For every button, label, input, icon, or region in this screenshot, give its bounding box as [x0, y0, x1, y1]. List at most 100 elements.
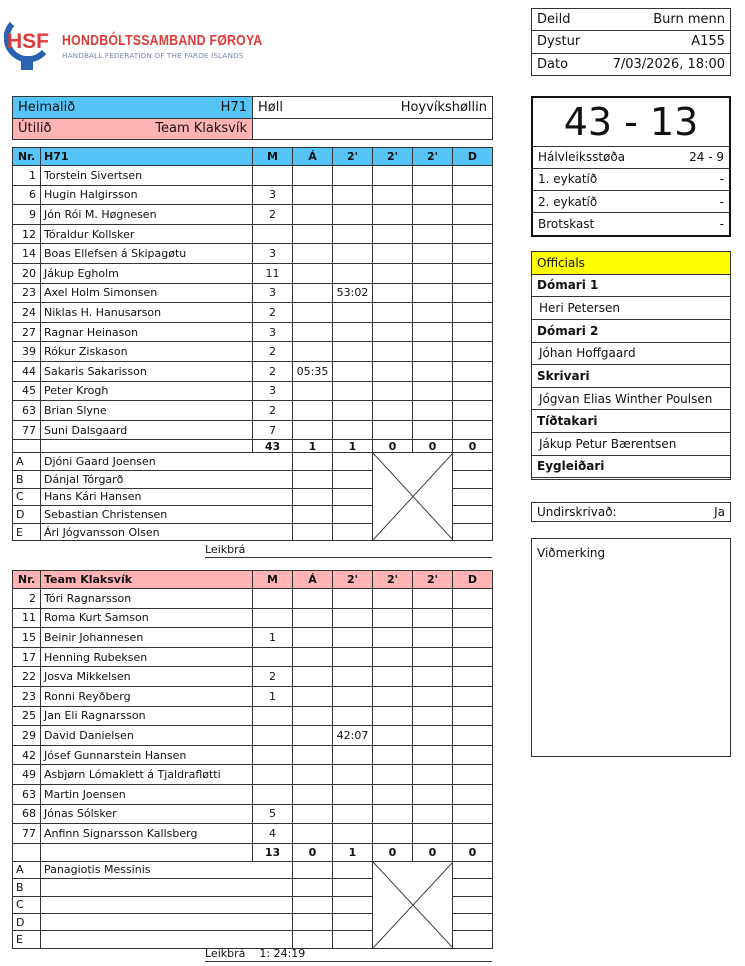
player-name: Axel Holm Simonsen: [40, 282, 253, 304]
overtime2-label: 2. eykatíð: [538, 194, 598, 209]
player-stat: [292, 646, 333, 668]
remarks-box[interactable]: Viðmerking: [531, 538, 731, 757]
player-stat: [452, 380, 493, 402]
col-header: 2': [412, 570, 453, 589]
player-stat: [372, 165, 413, 186]
federation-subtitle: HANDBALL FEDERATION OF THE FAROE ISLANDS: [62, 51, 244, 60]
player-number: 49: [12, 764, 41, 785]
player-stat: [292, 607, 333, 629]
player-stat: [412, 400, 453, 421]
signed-box: Undirskrivað: Ja: [531, 502, 731, 522]
player-name: Torstein Sivertsen: [40, 165, 253, 186]
total-value: 0: [372, 439, 413, 454]
player-stat: [292, 400, 333, 421]
player-stat: [372, 243, 413, 264]
player-stat: [412, 223, 453, 245]
col-header: 2': [332, 147, 373, 166]
player-stat: [452, 341, 493, 362]
staff-name: Panagiotis Messinis: [40, 860, 293, 880]
official-name: Jóhan Hoffgaard: [531, 341, 731, 366]
overtime1-score: -: [719, 172, 724, 187]
player-stat: [452, 184, 493, 206]
player-stat: [332, 783, 373, 805]
player-row: 68 Jónas Sólsker 5: [12, 803, 493, 825]
team-roster-1: Nr. Team Klaksvík M Á 2' 2' 2' D 2 Tóri Ragnarsso…: [12, 570, 493, 949]
player-number: 23: [12, 282, 41, 304]
total-value: 0: [292, 842, 333, 862]
player-stat: [452, 646, 493, 668]
player-stat: 4: [252, 823, 293, 844]
player-number: 14: [12, 243, 41, 264]
player-stat: [412, 360, 453, 382]
staff-name: Sebastian Christensen: [40, 505, 293, 524]
player-stat: [372, 223, 413, 245]
staff-name: [40, 895, 293, 914]
player-name: Beinir Johannesen: [40, 627, 253, 648]
staff-row: C: [12, 895, 493, 914]
match-info: Heimalið H71 Høll Hoyvíkshøllin Útilið Team…: [12, 96, 493, 140]
player-stat: [452, 262, 493, 284]
staff-letter: D: [12, 505, 41, 524]
player-stat: [452, 627, 493, 648]
player-stat: 3: [252, 282, 293, 304]
suspension-label: Leikbrá: [205, 947, 246, 960]
player-stat: [292, 243, 333, 264]
staff-name: [40, 878, 293, 897]
player-stat: 42:07: [332, 725, 373, 746]
player-name: Boas Ellefsen á Skipagøtu: [40, 243, 253, 264]
player-name: Ragnar Heinason: [40, 321, 253, 343]
col-header: 2': [412, 147, 453, 166]
player-stat: [452, 783, 493, 805]
player-stat: [332, 685, 373, 707]
player-stat: [292, 184, 333, 206]
player-stat: 3: [252, 184, 293, 206]
player-stat: 11: [252, 262, 293, 284]
player-stat: [252, 223, 293, 245]
player-stat: [452, 705, 493, 727]
player-row: 1 Torstein Sivertsen: [12, 165, 493, 186]
player-row: 27 Ragnar Heinason 3: [12, 321, 493, 343]
player-stat: [412, 321, 453, 343]
staff-row: D: [12, 912, 493, 932]
player-name: Josva Mikkelsen: [40, 666, 253, 687]
player-row: 14 Boas Ellefsen á Skipagøtu 3: [12, 243, 493, 264]
player-stat: [332, 380, 373, 402]
player-stat: [452, 764, 493, 785]
player-stat: [332, 627, 373, 648]
player-stat: [292, 419, 333, 441]
col-header: M: [252, 147, 293, 166]
player-row: 77 Suni Dalsgaard 7: [12, 419, 493, 441]
player-stat: [332, 341, 373, 362]
signed-label: Undirskrivað:: [537, 505, 617, 519]
player-stat: [372, 607, 413, 629]
team-name: Team Klaksvík: [40, 570, 253, 589]
player-stat: [412, 666, 453, 687]
player-number: 9: [12, 204, 41, 225]
player-name: Tóri Ragnarsson: [40, 588, 253, 609]
final-score: 43 - 13: [531, 96, 731, 147]
penalty-label: Brotskast: [538, 217, 595, 232]
player-stat: [452, 419, 493, 441]
total-value: 43: [252, 439, 293, 454]
player-stat: 2: [252, 360, 293, 382]
player-name: Jósef Gunnarstein Hansen: [40, 744, 253, 766]
venue-label: Høll: [258, 99, 283, 115]
player-stat: [372, 380, 413, 402]
player-row: 22 Josva Mikkelsen 2: [12, 666, 493, 687]
totals-row: 13 0 1 0 0 0: [12, 842, 493, 862]
player-stat: [372, 184, 413, 206]
player-stat: [332, 823, 373, 844]
player-stat: [332, 223, 373, 245]
player-stat: 05:35: [292, 360, 333, 382]
suspension-line: Leikbrá 1: 24:19: [205, 947, 492, 962]
federation-name: HONDBÓLTSSAMBAND FØROYA: [62, 32, 263, 49]
player-name: Niklas H. Hanusarson: [40, 302, 253, 323]
col-header: 2': [332, 570, 373, 589]
player-stat: [332, 302, 373, 323]
player-number: 77: [12, 419, 41, 441]
player-stat: [292, 223, 333, 245]
player-row: 42 Jósef Gunnarstein Hansen: [12, 744, 493, 766]
player-stat: [452, 803, 493, 825]
player-row: 23 Ronni Reyðberg 1: [12, 685, 493, 707]
col-nr: Nr.: [12, 147, 41, 166]
